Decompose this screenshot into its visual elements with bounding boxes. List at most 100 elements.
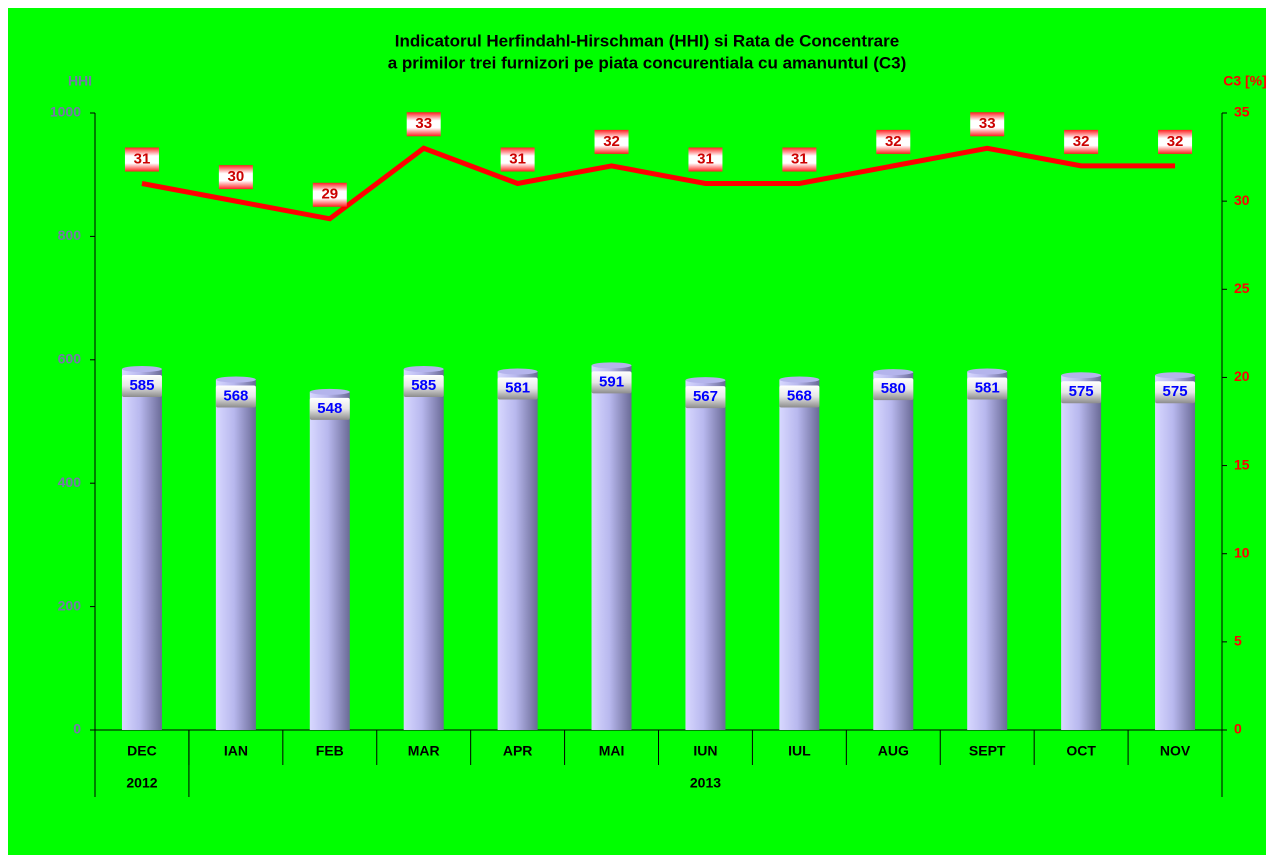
- value-label-box: [685, 386, 726, 409]
- x-tick-label: OCT: [1066, 743, 1096, 759]
- value-label: 585: [411, 377, 436, 394]
- bar-cap: [591, 362, 632, 369]
- bar-cap: [121, 366, 162, 373]
- value-label-box: [121, 375, 162, 398]
- x-tick-label: AUG: [878, 743, 909, 759]
- bar: [121, 369, 162, 730]
- value-label-box: [594, 129, 629, 154]
- value-label-box: [970, 112, 1005, 137]
- bar: [309, 391, 350, 730]
- y2-tick-label: 30: [1234, 192, 1250, 208]
- bar-cap: [967, 368, 1008, 375]
- value-label-box: [497, 377, 538, 400]
- value-label-box: [500, 147, 535, 172]
- bar: [873, 372, 914, 730]
- x-tick-label: IUL: [788, 743, 811, 759]
- value-label-box: [591, 371, 632, 394]
- y-tick-label: 400: [58, 474, 82, 490]
- value-label-box: [873, 378, 914, 401]
- value-label-box: [218, 165, 253, 190]
- value-label: 32: [885, 133, 902, 150]
- value-label: 31: [134, 150, 151, 167]
- value-label: 581: [505, 379, 530, 396]
- value-label-box: [309, 397, 350, 420]
- x-tick-label: IUN: [693, 743, 717, 759]
- value-label: 568: [787, 388, 812, 405]
- value-label-box: [403, 375, 444, 398]
- value-label: 33: [415, 115, 432, 132]
- value-label-box: [406, 112, 441, 137]
- bar: [215, 379, 256, 730]
- x-tick-label: NOV: [1160, 743, 1191, 759]
- y2-tick-label: 5: [1234, 633, 1242, 649]
- y2-axis-label: C3 [%]: [1223, 73, 1267, 89]
- value-label-box: [1064, 129, 1099, 154]
- x-tick-label: FEB: [316, 743, 344, 759]
- value-label-box: [312, 182, 347, 207]
- bar: [1061, 375, 1102, 730]
- group-label: 2013: [690, 775, 721, 791]
- value-label-box: [779, 385, 820, 408]
- value-label: 31: [509, 150, 526, 167]
- y2-tick-label: 0: [1234, 721, 1242, 737]
- value-label: 575: [1163, 383, 1188, 400]
- value-label-box: [1158, 129, 1193, 154]
- value-label-box: [876, 129, 911, 154]
- value-label: 32: [603, 133, 620, 150]
- bar: [779, 379, 820, 730]
- x-tick-label: SEPT: [969, 743, 1006, 759]
- value-label: 32: [1167, 133, 1184, 150]
- y2-tick-label: 10: [1234, 544, 1250, 560]
- y-tick-label: 1000: [50, 104, 81, 120]
- bar-cap: [1061, 372, 1102, 379]
- bar-cap: [215, 376, 256, 383]
- x-tick-label: MAI: [599, 743, 625, 759]
- y2-tick-label: 15: [1234, 456, 1250, 472]
- bar-cap: [403, 366, 444, 373]
- value-label: 581: [975, 379, 1000, 396]
- bar: [497, 371, 538, 730]
- value-label: 548: [317, 400, 342, 417]
- bar-cap: [873, 369, 914, 376]
- value-label: 575: [1069, 383, 1094, 400]
- value-label-box: [782, 147, 817, 172]
- bar-cap: [497, 368, 538, 375]
- value-label: 31: [791, 150, 808, 167]
- value-label: 29: [321, 186, 338, 203]
- value-label: 568: [223, 388, 248, 405]
- bar: [591, 365, 632, 730]
- value-label: 591: [599, 373, 624, 390]
- y-tick-label: 0: [73, 721, 81, 737]
- value-label: 567: [693, 388, 718, 405]
- x-tick-label: IAN: [224, 743, 248, 759]
- value-label-box: [967, 377, 1008, 400]
- y2-tick-label: 25: [1234, 280, 1250, 296]
- value-label: 585: [129, 377, 154, 394]
- value-label: 30: [228, 168, 245, 185]
- bar: [967, 371, 1008, 730]
- bar-cap: [1155, 372, 1196, 379]
- value-label: 31: [697, 150, 714, 167]
- chart-title: Indicatorul Herfindahl-Hirschman (HHI) s…: [395, 31, 899, 50]
- value-label-box: [1155, 381, 1196, 404]
- line: [141, 145, 1176, 222]
- value-label: 32: [1073, 133, 1090, 150]
- bar: [685, 380, 726, 730]
- y-axis-label: HHI: [68, 73, 92, 89]
- chart-title: a primilor trei furnizori pe piata concu…: [388, 53, 907, 72]
- value-label: 33: [979, 115, 996, 132]
- value-label-box: [124, 147, 159, 172]
- y-tick-label: 600: [58, 351, 82, 367]
- bar-cap: [309, 388, 350, 395]
- y-tick-label: 800: [58, 227, 82, 243]
- value-label-box: [688, 147, 723, 172]
- x-tick-label: APR: [503, 743, 533, 759]
- y-tick-label: 200: [58, 597, 82, 613]
- y2-tick-label: 20: [1234, 368, 1250, 384]
- group-label: 2012: [126, 775, 157, 791]
- bar-cap: [685, 377, 726, 384]
- value-label-box: [215, 385, 256, 408]
- bar: [1155, 375, 1196, 730]
- y2-tick-label: 35: [1234, 104, 1250, 120]
